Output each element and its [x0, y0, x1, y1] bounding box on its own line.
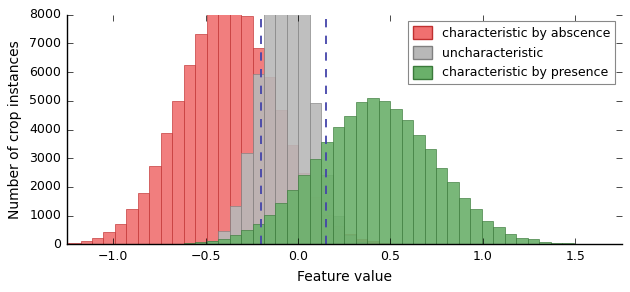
- Bar: [401, 120, 413, 244]
- Bar: [344, 116, 356, 244]
- Bar: [138, 193, 149, 244]
- Bar: [551, 243, 562, 244]
- Bar: [287, 0, 299, 244]
- Bar: [505, 234, 516, 244]
- Bar: [241, 153, 253, 244]
- Bar: [184, 65, 195, 244]
- Bar: [310, 197, 321, 244]
- Bar: [471, 209, 482, 244]
- Bar: [299, 175, 310, 244]
- Bar: [184, 243, 195, 244]
- Bar: [229, 206, 241, 244]
- Bar: [81, 241, 92, 244]
- Bar: [172, 101, 184, 244]
- Bar: [310, 159, 321, 244]
- Bar: [344, 235, 356, 244]
- Bar: [207, 241, 218, 244]
- Bar: [218, 231, 229, 244]
- Bar: [115, 224, 127, 244]
- Bar: [379, 101, 390, 244]
- Bar: [379, 243, 390, 244]
- Bar: [103, 232, 115, 244]
- Bar: [92, 238, 103, 244]
- Bar: [207, 12, 218, 244]
- Bar: [195, 34, 207, 244]
- Bar: [299, 12, 310, 244]
- Bar: [253, 48, 264, 244]
- Bar: [253, 74, 264, 244]
- Bar: [413, 135, 425, 244]
- Bar: [275, 0, 287, 244]
- Bar: [356, 102, 367, 244]
- Bar: [275, 203, 287, 244]
- Bar: [493, 227, 505, 244]
- Bar: [218, 1, 229, 244]
- Bar: [390, 109, 401, 244]
- X-axis label: Feature value: Feature value: [297, 270, 392, 284]
- Bar: [310, 103, 321, 244]
- Bar: [287, 145, 299, 244]
- Bar: [367, 241, 379, 244]
- Bar: [207, 241, 218, 244]
- Bar: [333, 216, 344, 244]
- Bar: [333, 127, 344, 244]
- Bar: [367, 98, 379, 244]
- Bar: [195, 242, 207, 244]
- Bar: [218, 239, 229, 244]
- Bar: [321, 215, 333, 244]
- Bar: [344, 234, 356, 244]
- Bar: [516, 238, 528, 244]
- Bar: [425, 149, 436, 244]
- Bar: [321, 175, 333, 244]
- Bar: [229, 1, 241, 244]
- Bar: [539, 241, 551, 244]
- Bar: [241, 230, 253, 244]
- Bar: [482, 221, 493, 244]
- Bar: [264, 215, 275, 244]
- Bar: [436, 168, 447, 244]
- Bar: [356, 242, 367, 244]
- Bar: [299, 173, 310, 244]
- Bar: [57, 243, 69, 244]
- Bar: [253, 224, 264, 244]
- Bar: [127, 209, 138, 244]
- Bar: [241, 16, 253, 244]
- Bar: [528, 239, 539, 244]
- Bar: [264, 77, 275, 244]
- Bar: [459, 198, 471, 244]
- Legend: characteristic by abscence, uncharacteristic, characteristic by presence: characteristic by abscence, uncharacteri…: [408, 21, 616, 84]
- Bar: [447, 182, 459, 244]
- Y-axis label: Number of crop instances: Number of crop instances: [8, 40, 22, 219]
- Bar: [275, 110, 287, 244]
- Bar: [161, 133, 172, 244]
- Bar: [356, 239, 367, 244]
- Bar: [149, 166, 161, 244]
- Bar: [333, 226, 344, 244]
- Bar: [287, 190, 299, 244]
- Bar: [229, 235, 241, 244]
- Bar: [69, 243, 81, 244]
- Bar: [264, 0, 275, 244]
- Bar: [321, 142, 333, 244]
